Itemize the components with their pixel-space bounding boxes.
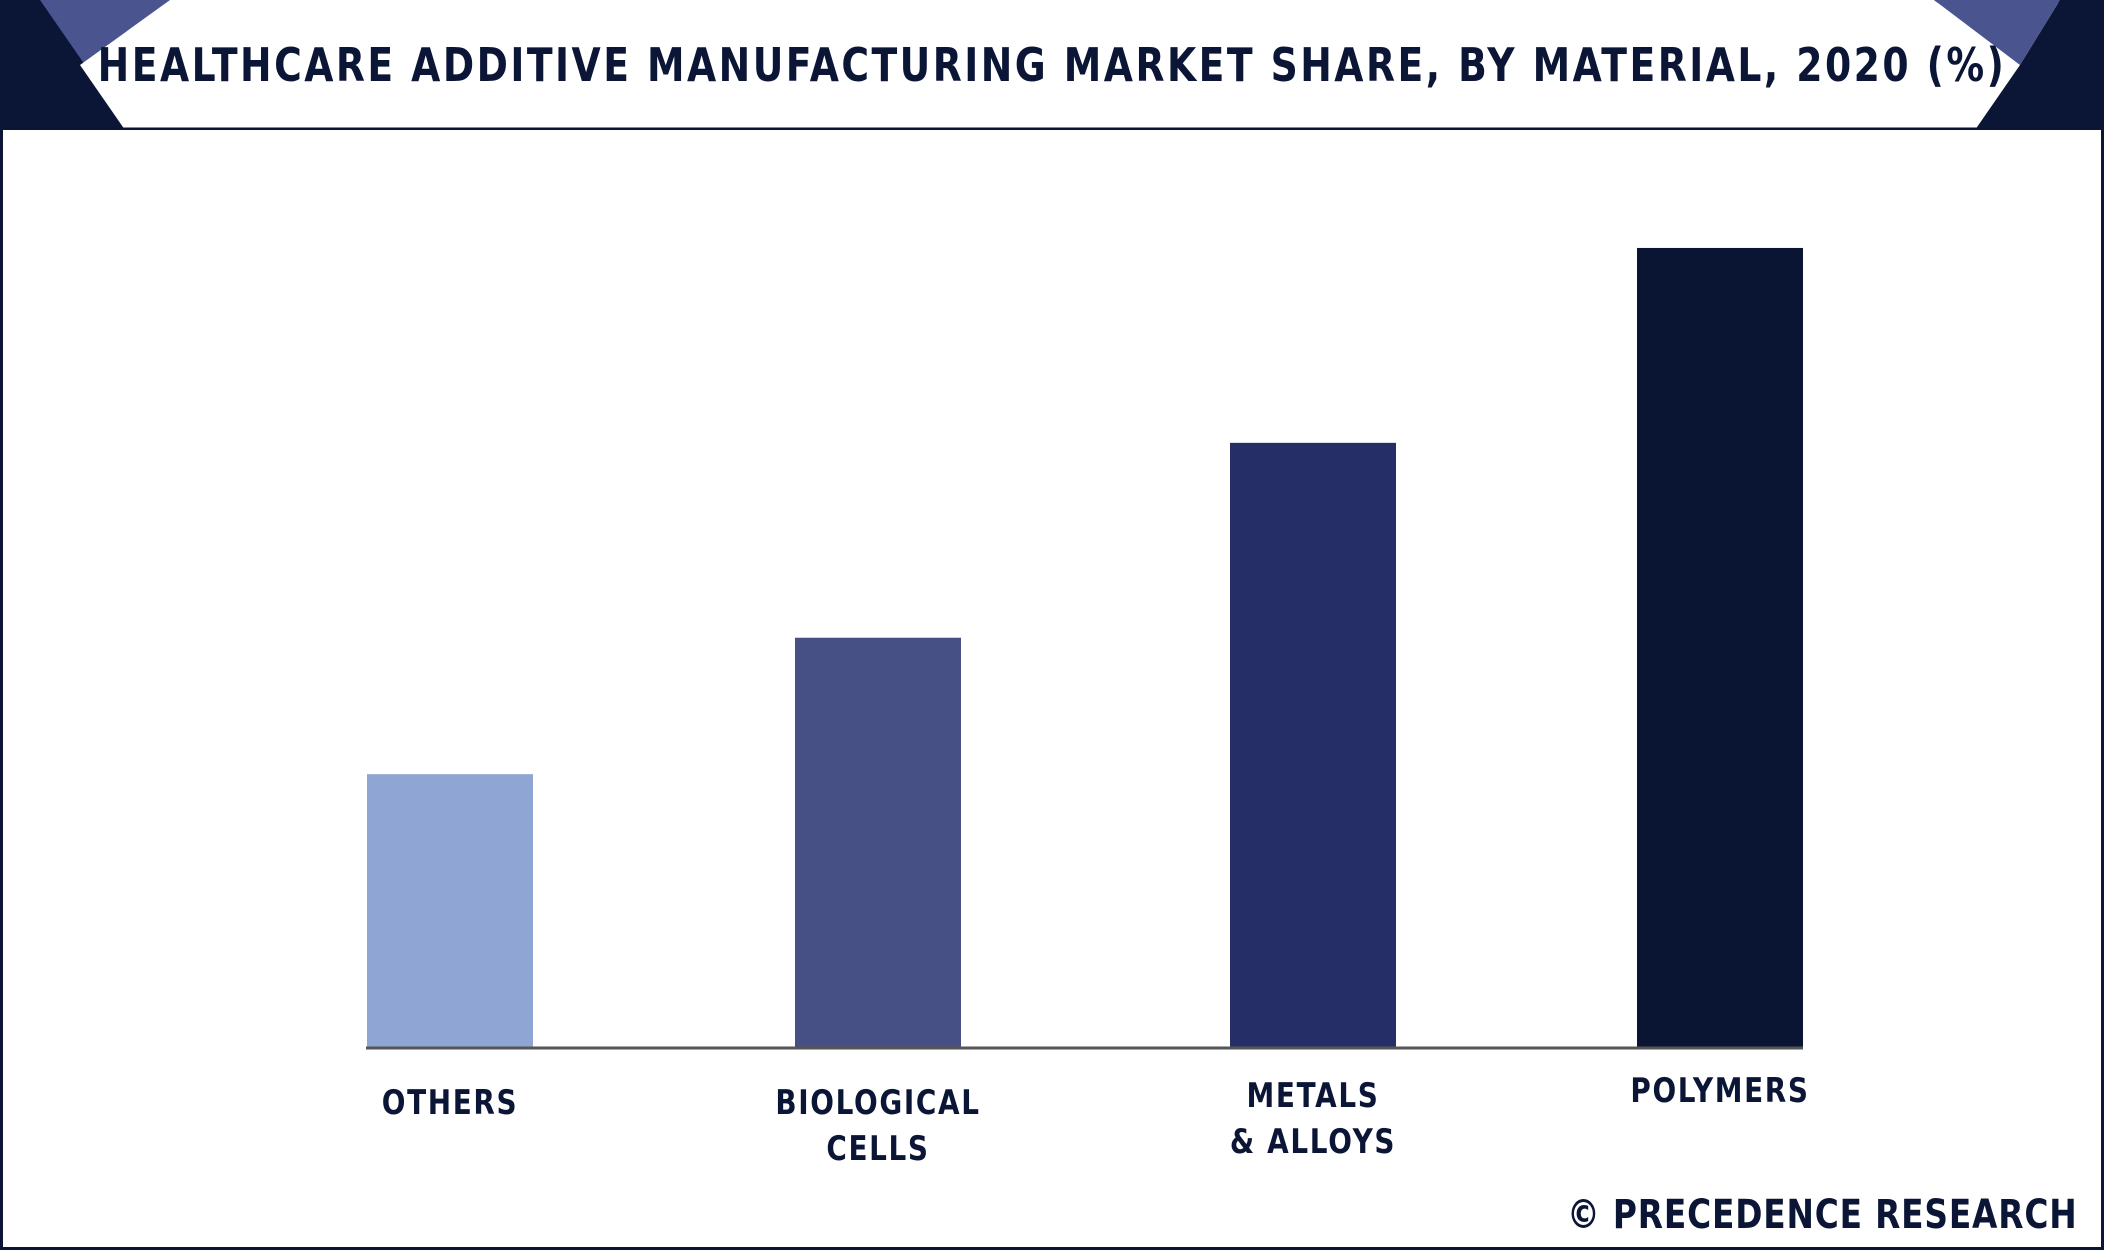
x-tick-label: POLYMERS: [1630, 1071, 1810, 1111]
banner-right-dark: [1975, 0, 2104, 130]
bar-metals-alloys: [1230, 442, 1396, 1047]
title-banner: HEALTHCARE ADDITIVE MANUFACTURING MARKET…: [0, 0, 2104, 130]
x-tick-label: OTHERS: [381, 1083, 519, 1123]
chart-title: HEALTHCARE ADDITIVE MANUFACTURING MARKET…: [97, 38, 2007, 92]
x-tick-label: BIOLOGICAL CELLS: [775, 1083, 981, 1169]
source-credit: © PRECEDENCE RESEARCH: [1567, 1192, 2078, 1238]
title-banner-graphic: [0, 0, 2104, 130]
banner-left-accent: [40, 0, 170, 65]
banner-right-accent: [1934, 0, 2060, 65]
bar-biological-cells: [795, 637, 961, 1047]
banner-white: [80, 0, 2020, 130]
x-tick-label: METALS & ALLOYS: [1229, 1076, 1397, 1162]
bar-others: [367, 774, 533, 1047]
bar-polymers: [1637, 247, 1803, 1047]
